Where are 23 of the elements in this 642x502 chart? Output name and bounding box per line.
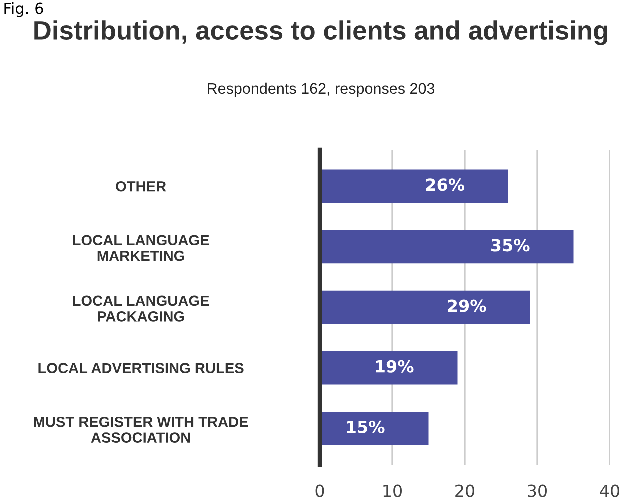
x-tick-label: 40 bbox=[600, 484, 620, 498]
chart-subtitle: Respondents 162, responses 203 bbox=[208, 82, 435, 98]
data-label: 15% bbox=[347, 420, 385, 434]
x-tick-label: 30 bbox=[528, 484, 547, 498]
y-tick-label: OTHER bbox=[116, 181, 166, 192]
y-tick-label: LOCAL ADVERTISING RULES bbox=[38, 363, 244, 374]
data-label: 35% bbox=[492, 239, 530, 252]
bar bbox=[320, 290, 530, 324]
bar bbox=[320, 351, 458, 385]
y-tick-label: LOCAL LANGUAGE PACKAGING bbox=[73, 296, 210, 322]
data-label: 26% bbox=[426, 178, 465, 192]
bar bbox=[320, 170, 508, 204]
bar bbox=[320, 412, 429, 446]
data-label: 19% bbox=[376, 360, 414, 373]
x-tick-label: 0 bbox=[316, 484, 324, 498]
x-tick-label: 10 bbox=[384, 484, 402, 498]
y-tick-label: MUST REGISTER WITH TRADE ASSOCIATION bbox=[34, 416, 248, 443]
chart-title: Distribution, access to clients and advertising bbox=[34, 20, 608, 46]
data-label: 29% bbox=[448, 300, 486, 312]
y-tick-label: LOCAL LANGUAGE MARKETING bbox=[73, 235, 210, 262]
bar bbox=[320, 230, 574, 264]
x-tick-label: 20 bbox=[456, 484, 474, 498]
caption: Fig. 6 bbox=[4, 2, 44, 18]
